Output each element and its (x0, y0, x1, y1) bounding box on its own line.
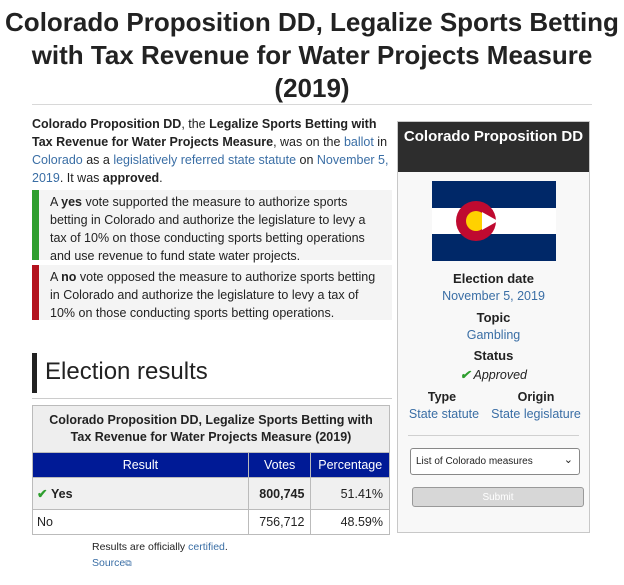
statute-type-link[interactable]: legislatively referred state statute (113, 153, 297, 167)
yes-vote-bar (32, 190, 39, 260)
section-heading-text: Election results (45, 358, 208, 385)
percentage-cell: 48.59% (310, 509, 390, 535)
chevron-down-icon: ⌄ (563, 454, 573, 466)
external-link-icon: ⧉ (125, 558, 132, 568)
source-note: Source⧉ (92, 557, 132, 569)
table-row: ✔ Yes 800,745 51.41% (32, 477, 390, 510)
page-title: Colorado Proposition DD, Legalize Sports… (5, 7, 619, 103)
section-divider (32, 398, 392, 399)
measures-dropdown[interactable]: List of Colorado measures ⌄ (410, 448, 580, 475)
infobox-divider (408, 435, 579, 436)
intro-text: . It was (59, 171, 103, 185)
ballot-link[interactable]: ballot (343, 135, 374, 149)
percentage-cell: 51.41% (310, 477, 390, 510)
results-table: Colorado Proposition DD, Legalize Sports… (32, 405, 390, 535)
type-label: Type (427, 390, 457, 404)
header-percentage: Percentage (310, 452, 390, 478)
election-date-link[interactable]: November 5, 2019 (32, 153, 389, 185)
votes-cell: 800,745 (247, 477, 312, 510)
status-value: ✔ Approved (459, 368, 527, 382)
submit-button[interactable]: Submit (412, 487, 584, 507)
check-icon: ✔ (37, 487, 48, 501)
status-word: approved (102, 171, 160, 185)
measure-name: Colorado Proposition DD (32, 117, 182, 131)
intro-text: . (159, 171, 163, 185)
header-result: Result (32, 452, 249, 478)
intro-text: as a (82, 153, 114, 167)
intro-text: , the (181, 117, 210, 131)
election-date-label: Election date (453, 271, 534, 286)
results-table-header: Result Votes Percentage (32, 452, 390, 478)
intro-paragraph: Colorado Proposition DD, the Legalize Sp… (32, 115, 392, 187)
no-vote-bar (32, 265, 39, 320)
yes-word: yes (61, 195, 82, 209)
type-link[interactable]: State statute (408, 407, 480, 421)
result-cell: No (32, 509, 249, 535)
header-votes: Votes (247, 452, 312, 478)
election-date-link[interactable]: November 5, 2019 (442, 289, 545, 303)
origin-link[interactable]: State legislature (491, 407, 581, 421)
yes-vote-text: A yes vote supported the measure to auth… (50, 195, 366, 263)
title-divider (32, 104, 592, 105)
no-vote-text: A no vote opposed the measure to authori… (50, 270, 376, 320)
infobox-title: Colorado Proposition DD (398, 122, 589, 172)
certified-note: Results are officially certified. (92, 541, 228, 553)
no-vote-box: A no vote opposed the measure to authori… (32, 265, 392, 320)
source-link[interactable]: Source (92, 557, 126, 569)
infobox: Colorado Proposition DD Election date No… (397, 121, 590, 533)
intro-text: on (296, 153, 317, 167)
intro-text: , was on the (273, 135, 344, 149)
result-cell: ✔ Yes (32, 477, 249, 510)
colorado-link[interactable]: Colorado (32, 153, 83, 167)
topic-label: Topic (476, 310, 511, 325)
results-table-caption: Colorado Proposition DD, Legalize Sports… (32, 405, 390, 453)
status-label: Status (473, 348, 514, 363)
topic-link[interactable]: Gambling (466, 328, 521, 342)
yes-vote-box: A yes vote supported the measure to auth… (32, 190, 392, 263)
votes-cell: 756,712 (247, 509, 312, 535)
no-word: no (61, 270, 77, 284)
election-results-heading: Election results (32, 353, 392, 393)
colorado-flag-image (432, 181, 556, 261)
certified-link[interactable]: certified (188, 541, 225, 553)
table-row: No 756,712 48.59% (32, 509, 390, 535)
intro-text: in (373, 135, 388, 149)
measure-full-name: Legalize Sports Betting with Tax Revenue… (32, 117, 377, 149)
origin-label: Origin (517, 390, 555, 404)
check-icon: ✔ (459, 368, 471, 382)
